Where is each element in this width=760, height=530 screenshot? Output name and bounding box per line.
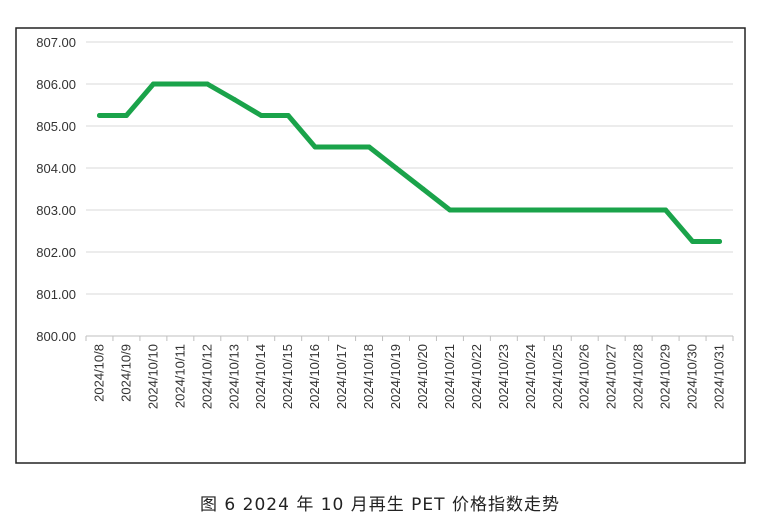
data-point	[636, 207, 642, 213]
data-point	[258, 113, 264, 118]
data-point	[366, 144, 372, 150]
data-point	[447, 207, 453, 213]
x-tick-label: 2024/10/27	[604, 344, 619, 409]
y-tick-label: 804.00	[36, 161, 76, 176]
data-point	[501, 207, 507, 213]
data-point	[690, 239, 696, 244]
data-point	[717, 239, 723, 244]
x-tick-label: 2024/10/17	[334, 344, 349, 409]
x-tick-label: 2024/10/10	[145, 344, 160, 409]
y-tick-label: 800.00	[36, 329, 76, 344]
data-point	[663, 207, 669, 213]
data-point	[582, 207, 588, 213]
x-tick-label: 2024/10/25	[550, 344, 565, 409]
x-tick-label: 2024/10/11	[172, 344, 187, 408]
x-tick-label: 2024/10/29	[658, 344, 673, 409]
data-point	[285, 113, 291, 118]
figure-caption: 图 6 2024 年 10 月再生 PET 价格指数走势	[200, 495, 560, 515]
y-tick-label: 805.00	[36, 119, 76, 134]
series-line	[96, 81, 723, 244]
data-point	[474, 207, 480, 213]
y-tick-label: 806.00	[36, 77, 76, 92]
y-tick-label: 801.00	[36, 287, 76, 302]
data-point	[204, 81, 210, 87]
data-point	[555, 207, 561, 213]
x-tick-label: 2024/10/23	[496, 344, 511, 409]
y-tick-label: 807.00	[36, 35, 76, 50]
data-point	[96, 113, 102, 118]
data-point	[528, 207, 534, 213]
data-point	[231, 97, 237, 103]
x-tick-label: 2024/10/15	[280, 344, 295, 409]
x-tick-label: 2024/10/21	[442, 344, 457, 409]
y-tick-label: 803.00	[36, 203, 76, 218]
data-point	[150, 81, 156, 87]
series-polyline	[97, 81, 722, 244]
axes	[85, 335, 734, 341]
gridlines	[86, 41, 733, 295]
x-tick-label: 2024/10/8	[91, 344, 106, 402]
data-point	[123, 113, 129, 118]
x-tick-label: 2024/10/16	[307, 344, 322, 409]
chart-figure: 800.00 801.00 802.00 803.00 804.00 805.00 806.…	[15, 27, 746, 464]
data-point	[312, 144, 318, 150]
data-point	[420, 186, 426, 192]
data-point	[609, 207, 615, 213]
x-tick-label: 2024/10/13	[226, 344, 241, 409]
data-point	[393, 165, 399, 171]
x-tick-label: 2024/10/18	[361, 344, 376, 409]
data-point	[177, 81, 183, 87]
x-tick-label: 2024/10/22	[469, 344, 484, 409]
x-tick-label: 2024/10/31	[712, 344, 727, 409]
x-tick-label: 2024/10/26	[577, 344, 592, 409]
x-tick-label: 2024/10/9	[118, 344, 133, 402]
y-tick-label: 802.00	[36, 245, 76, 260]
x-tick-label: 2024/10/12	[199, 344, 214, 409]
x-tick-label: 2024/10/19	[388, 344, 403, 409]
x-tick-labels: 2024/10/8 2024/10/9 2024/10/10 2024/10/11 20…	[91, 344, 726, 409]
y-tick-labels: 800.00 801.00 802.00 803.00 804.00 805.00 806.…	[36, 35, 76, 344]
x-tick-label: 2024/10/28	[631, 344, 646, 409]
data-point	[339, 144, 345, 150]
x-tick-label: 2024/10/20	[415, 344, 430, 409]
x-tick-label: 2024/10/14	[253, 344, 268, 409]
x-tick-label: 2024/10/24	[523, 344, 538, 409]
x-tick-label: 2024/10/30	[685, 344, 700, 409]
